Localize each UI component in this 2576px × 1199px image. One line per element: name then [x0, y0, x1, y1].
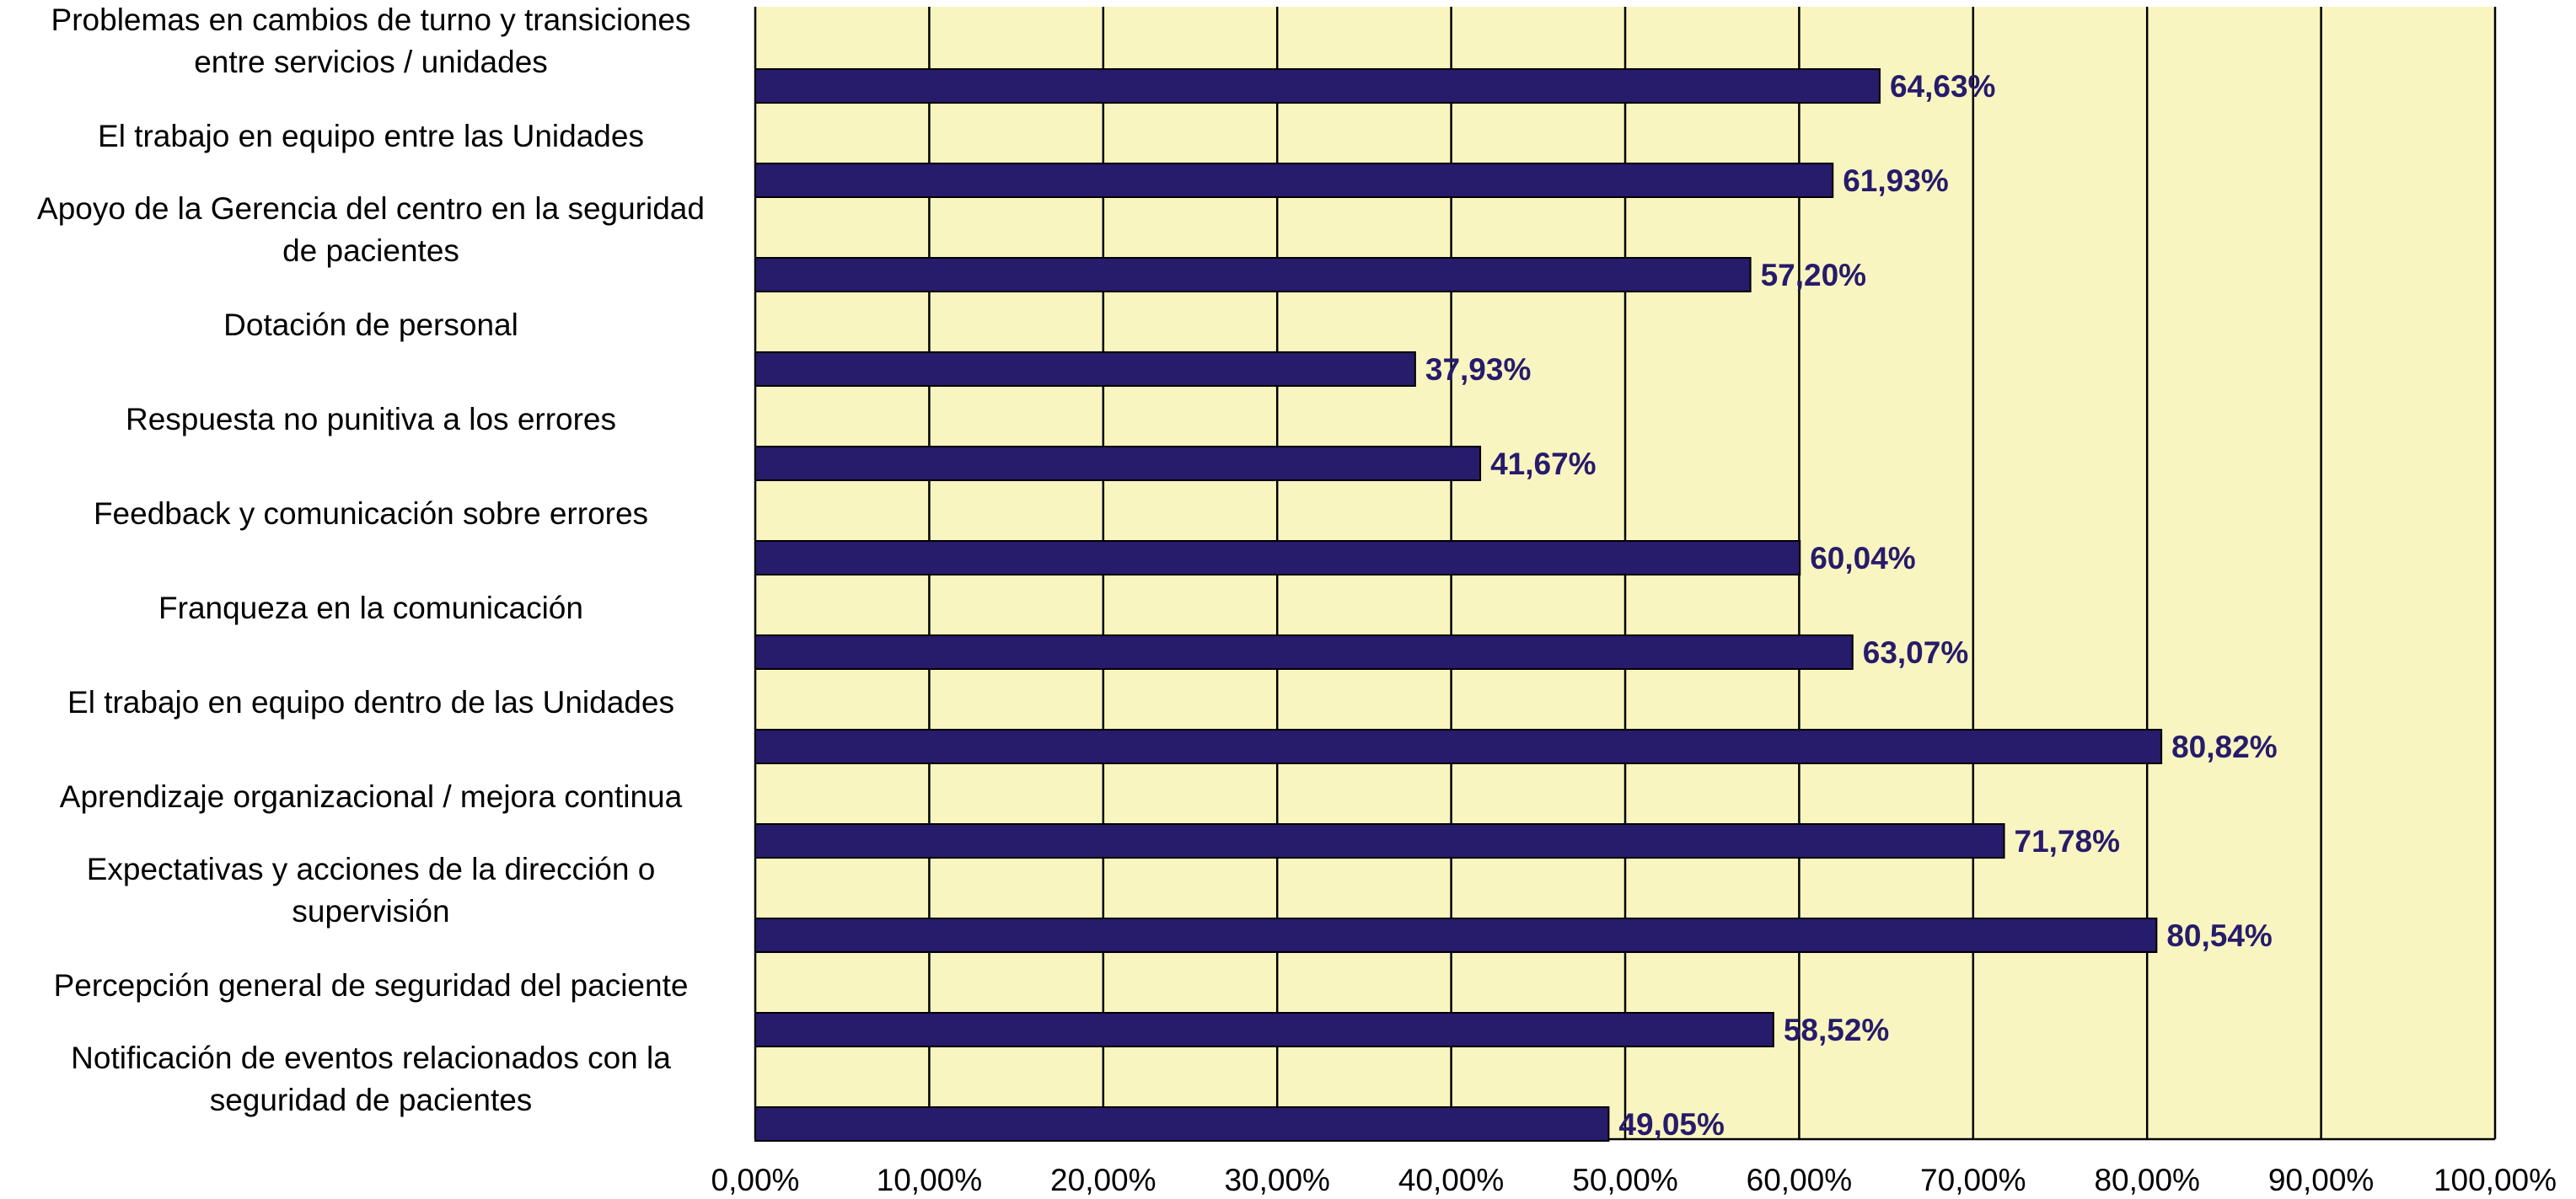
bar — [754, 918, 2158, 953]
bar — [754, 68, 1881, 104]
category-labels: Problemas en cambios de turno y transici… — [37, 3, 705, 1117]
category-label: Notificación de eventos relacionados con… — [71, 1041, 671, 1117]
x-tick-label: 100,00% — [2434, 1163, 2557, 1197]
x-tick-label: 70,00% — [1920, 1163, 2026, 1197]
bar — [754, 540, 1801, 575]
category-label: Percepción general de seguridad del paci… — [54, 968, 689, 1003]
data-label: 37,93% — [1425, 352, 1532, 387]
x-tick-label: 30,00% — [1224, 1163, 1330, 1197]
data-label: 57,20% — [1761, 258, 1867, 292]
bar — [754, 257, 1752, 292]
category-label: Aprendizaje organizacional / mejora cont… — [60, 779, 683, 814]
bar — [754, 823, 2005, 859]
x-tick-label: 20,00% — [1050, 1163, 1157, 1197]
x-axis-tick-labels: 0,00% 10,00% 20,00% 30,00% 40,00% 50,00% 60,00… — [711, 1163, 2557, 1197]
x-tick-label: 0,00% — [711, 1163, 800, 1197]
category-label: El trabajo en equipo dentro de las Unida… — [67, 685, 674, 720]
category-label: Apoyo de la Gerencia del centro en la se… — [37, 191, 705, 268]
x-tick-label: 90,00% — [2268, 1163, 2375, 1197]
category-label: Expectativas y acciones de la dirección … — [87, 852, 656, 929]
bar — [754, 729, 2163, 764]
x-tick-label: 10,00% — [877, 1163, 983, 1197]
bar — [754, 446, 1482, 481]
bar — [754, 634, 1854, 670]
x-tick-label: 60,00% — [1747, 1163, 1853, 1197]
category-label: Respuesta no punitiva a los errores — [126, 402, 616, 436]
data-label: 80,82% — [2171, 730, 2278, 764]
data-label: 80,54% — [2166, 918, 2273, 953]
data-label: 61,93% — [1843, 163, 1949, 198]
data-label: 71,78% — [2015, 824, 2121, 859]
bars — [754, 68, 2163, 1142]
data-label: 58,52% — [1784, 1013, 1890, 1047]
x-tick-label: 80,00% — [2094, 1163, 2200, 1197]
category-label: El trabajo en equipo entre las Unidades — [98, 119, 644, 153]
x-tick-label: 50,00% — [1572, 1163, 1678, 1197]
category-label: Franqueza en la comunicación — [158, 591, 583, 625]
data-label: 60,04% — [1810, 541, 1916, 575]
data-label: 41,67% — [1490, 447, 1597, 481]
bar — [754, 163, 1834, 198]
category-label: Problemas en cambios de turno y transici… — [51, 3, 691, 79]
category-label: Feedback y comunicación sobre errores — [94, 496, 648, 531]
x-tick-label: 40,00% — [1398, 1163, 1505, 1197]
bar — [754, 1106, 1610, 1142]
bar — [754, 1012, 1774, 1047]
data-label: 63,07% — [1863, 635, 1969, 670]
data-label: 49,05% — [1618, 1107, 1725, 1142]
category-label: Dotación de personal — [223, 308, 518, 342]
bar — [754, 351, 1416, 387]
data-label: 64,63% — [1890, 69, 1996, 104]
data-labels: 64,63% 61,93% 57,20% 37,93% 41,67% 60,04% 63,0… — [1425, 69, 2278, 1142]
